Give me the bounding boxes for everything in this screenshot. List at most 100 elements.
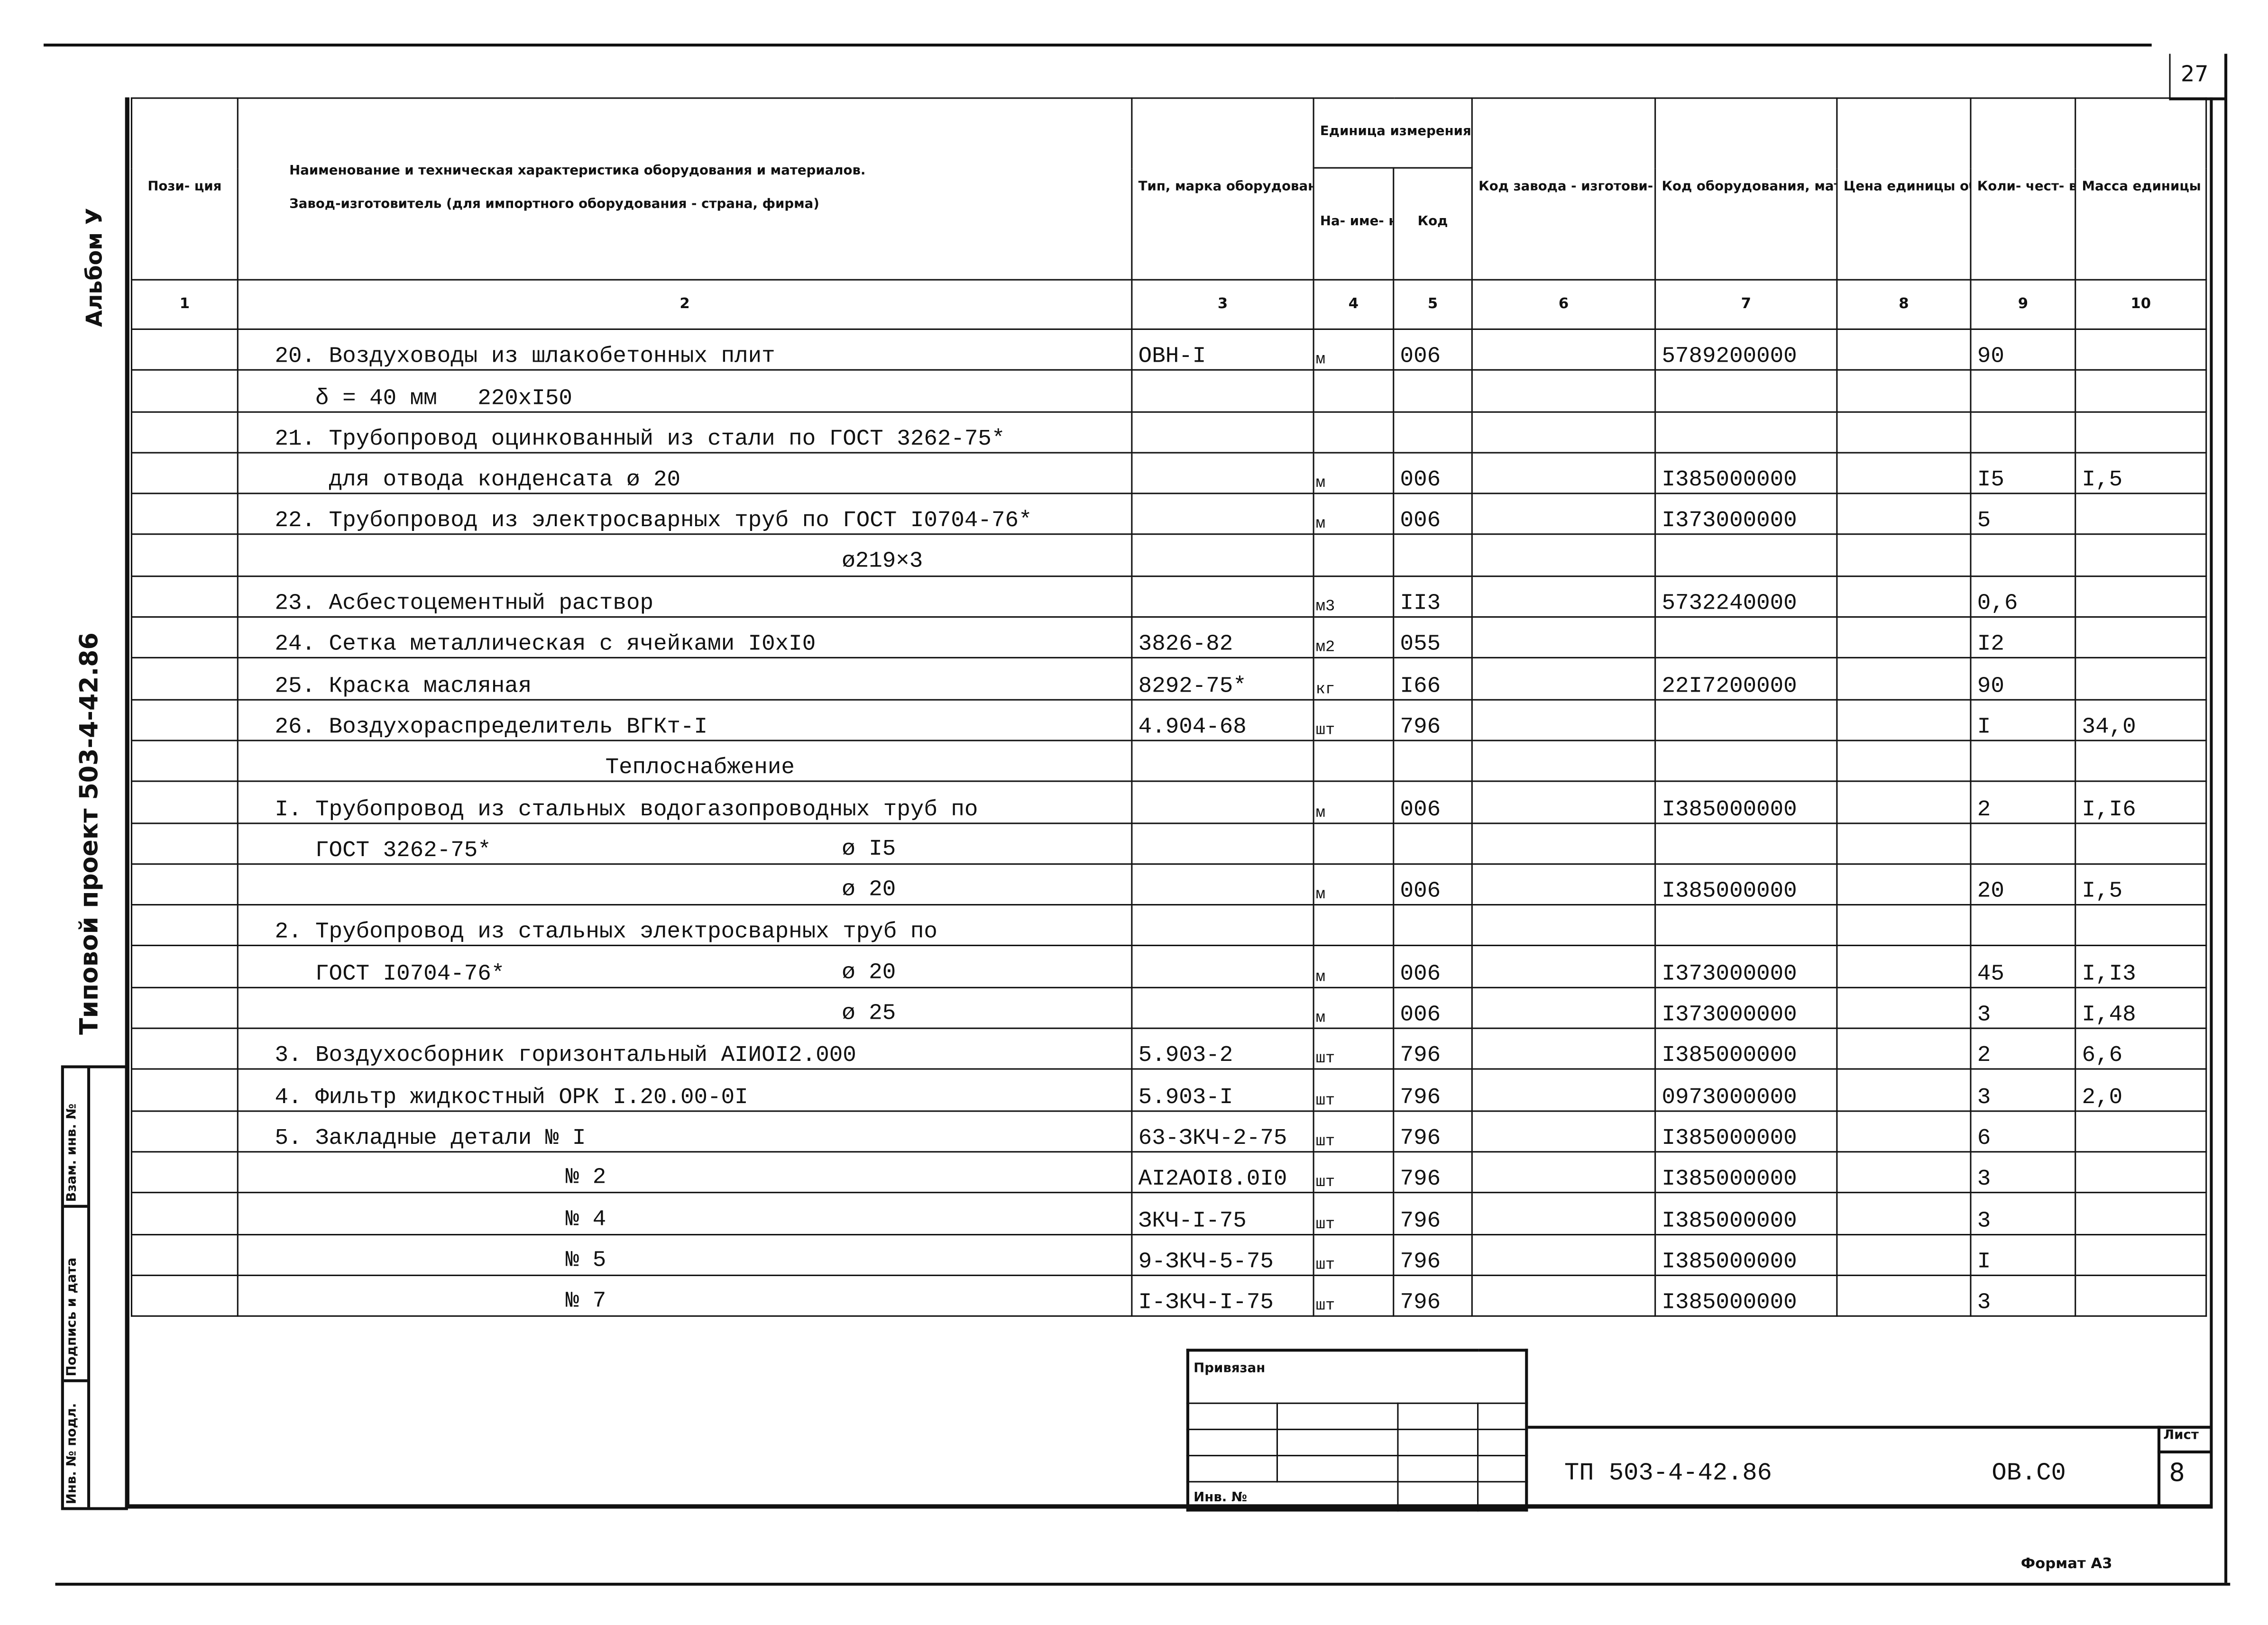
unit-name-cell: шт [1313, 698, 1395, 741]
price-cell [1836, 739, 1972, 783]
mass-cell [2075, 1110, 2207, 1153]
unit-code-cell: 796 [1393, 1027, 1473, 1070]
item-part-number: № 2 [565, 1164, 606, 1191]
price-cell [1836, 411, 1972, 454]
quantity-cell: 20 [1970, 863, 2076, 906]
position-cell [130, 1068, 239, 1112]
column-number: 10 [2075, 279, 2207, 330]
mass-cell [2075, 534, 2207, 577]
price-cell [1836, 493, 1972, 536]
equipment-code-cell: I373000000 [1654, 986, 1838, 1029]
type-cell: ОВН-I [1131, 328, 1314, 371]
unit-name-cell: кг [1313, 657, 1395, 700]
factory-code-cell [1471, 411, 1656, 454]
header-name-line2: Завод-изготовитель (для импортного обору… [289, 197, 819, 212]
document-code: ОВ.С0 [1992, 1461, 2066, 1488]
factory-code-cell [1471, 616, 1656, 659]
position-cell [130, 1192, 239, 1235]
type-cell [1131, 575, 1314, 618]
name-cell: № 7 [237, 1274, 1133, 1317]
factory-code-cell [1471, 452, 1656, 495]
position-cell [130, 493, 239, 536]
unit-code-cell [1393, 534, 1473, 577]
sheet-label: Лист [2163, 1428, 2199, 1443]
factory-code-cell [1471, 1027, 1656, 1070]
equipment-code-cell [1654, 369, 1838, 412]
header-type: Тип, марка оборудования. Обозначение до-… [1131, 97, 1314, 281]
table-row: Теплоснабжение [130, 739, 2207, 783]
table-row: 23. Асбестоцементный раствор м3 II3 5732240… [130, 575, 2207, 618]
unit-code-cell: 006 [1393, 986, 1473, 1029]
unit-name-cell [1313, 904, 1395, 947]
unit-name-cell: шт [1313, 1068, 1395, 1112]
mass-cell [2075, 616, 2207, 659]
frame-right-line [2224, 54, 2228, 1583]
table-row: 3. Воздухосборник горизонтальный АIИОI2.… [130, 1027, 2207, 1070]
price-cell [1836, 1274, 1972, 1317]
table-row: 22. Трубопровод из электросварных труб п… [130, 493, 2207, 536]
unit-code-cell [1393, 739, 1473, 783]
price-cell [1836, 945, 1972, 988]
position-cell [130, 616, 239, 659]
item-name: 2. Трубопровод из стальных электросварны… [275, 919, 937, 946]
factory-code-cell [1471, 904, 1656, 947]
quantity-cell: 0,6 [1970, 575, 2076, 618]
item-name: 26. Воздухораспределитель ВГКт-I [275, 713, 708, 740]
position-cell [130, 945, 239, 988]
type-cell [1131, 904, 1314, 947]
name-cell: 4. Фильтр жидкостный ОРК I.20.00-0I [237, 1068, 1133, 1112]
factory-code-cell [1471, 945, 1656, 988]
mass-cell [2075, 1151, 2207, 1194]
unit-code-cell: I66 [1393, 657, 1473, 700]
position-cell [130, 1027, 239, 1070]
mass-cell [2075, 822, 2207, 865]
type-cell [1131, 945, 1314, 988]
table-row: 24. Сетка металлическая с ячейками I0xI0… [130, 616, 2207, 659]
name-cell: 2. Трубопровод из стальных электросварны… [237, 904, 1133, 947]
album-label: Альбом У [81, 208, 108, 327]
mass-cell [2075, 411, 2207, 454]
name-cell: δ = 40 мм 220xI50 [237, 369, 1133, 412]
table-row: ø219×3 [130, 534, 2207, 577]
position-cell [130, 904, 239, 947]
name-cell: 21. Трубопровод оцинкованный из стали по… [237, 411, 1133, 454]
position-cell [130, 534, 239, 577]
position-cell [130, 739, 239, 783]
item-size: ø 20 [842, 876, 896, 903]
quantity-cell [1970, 904, 2076, 947]
type-cell: 5.903-I [1131, 1068, 1314, 1112]
price-cell [1836, 1192, 1972, 1235]
type-cell [1131, 739, 1314, 783]
equipment-code-cell: I385000000 [1654, 1151, 1838, 1194]
unit-name-cell [1313, 411, 1395, 454]
equipment-code-cell: I385000000 [1654, 781, 1838, 824]
type-cell [1131, 411, 1314, 454]
mass-cell [2075, 1233, 2207, 1276]
type-cell: 9-ЗКЧ-5-75 [1131, 1233, 1314, 1276]
stamp-label-replaced-inv: Взам. инв. № [65, 1104, 80, 1202]
position-cell [130, 1110, 239, 1153]
unit-code-cell [1393, 411, 1473, 454]
equipment-code-cell: 5789200000 [1654, 328, 1838, 371]
mass-cell [2075, 575, 2207, 618]
quantity-cell: 3 [1970, 986, 2076, 1029]
table-row: 4. Фильтр жидкостный ОРК I.20.00-0I 5.903… [130, 1068, 2207, 1112]
unit-name-cell: шт [1313, 1192, 1395, 1235]
header-mass: Масса единицы оборудо- вания, кг [2075, 97, 2207, 281]
mass-cell: I,5 [2075, 452, 2207, 495]
document-designation: ТП 503-4-42.86 [1564, 1461, 1772, 1488]
title-block-top-line [1528, 1425, 2212, 1429]
item-size: ø219×3 [842, 548, 923, 574]
price-cell [1836, 575, 1972, 618]
quantity-cell: I5 [1970, 452, 2076, 495]
type-cell [1131, 534, 1314, 577]
sheet-number: 8 [2169, 1459, 2185, 1488]
table-row: № 7 I-ЗКЧ-I-75 шт 796 I385000000 3 [130, 1274, 2207, 1317]
name-cell: 5. Закладные детали № I [237, 1110, 1133, 1153]
unit-name-cell: шт [1313, 1027, 1395, 1070]
equipment-code-cell: 22I7200000 [1654, 657, 1838, 700]
name-cell: ø 20 [237, 863, 1133, 906]
unit-code-cell: 006 [1393, 781, 1473, 824]
factory-code-cell [1471, 1151, 1656, 1194]
position-cell [130, 411, 239, 454]
